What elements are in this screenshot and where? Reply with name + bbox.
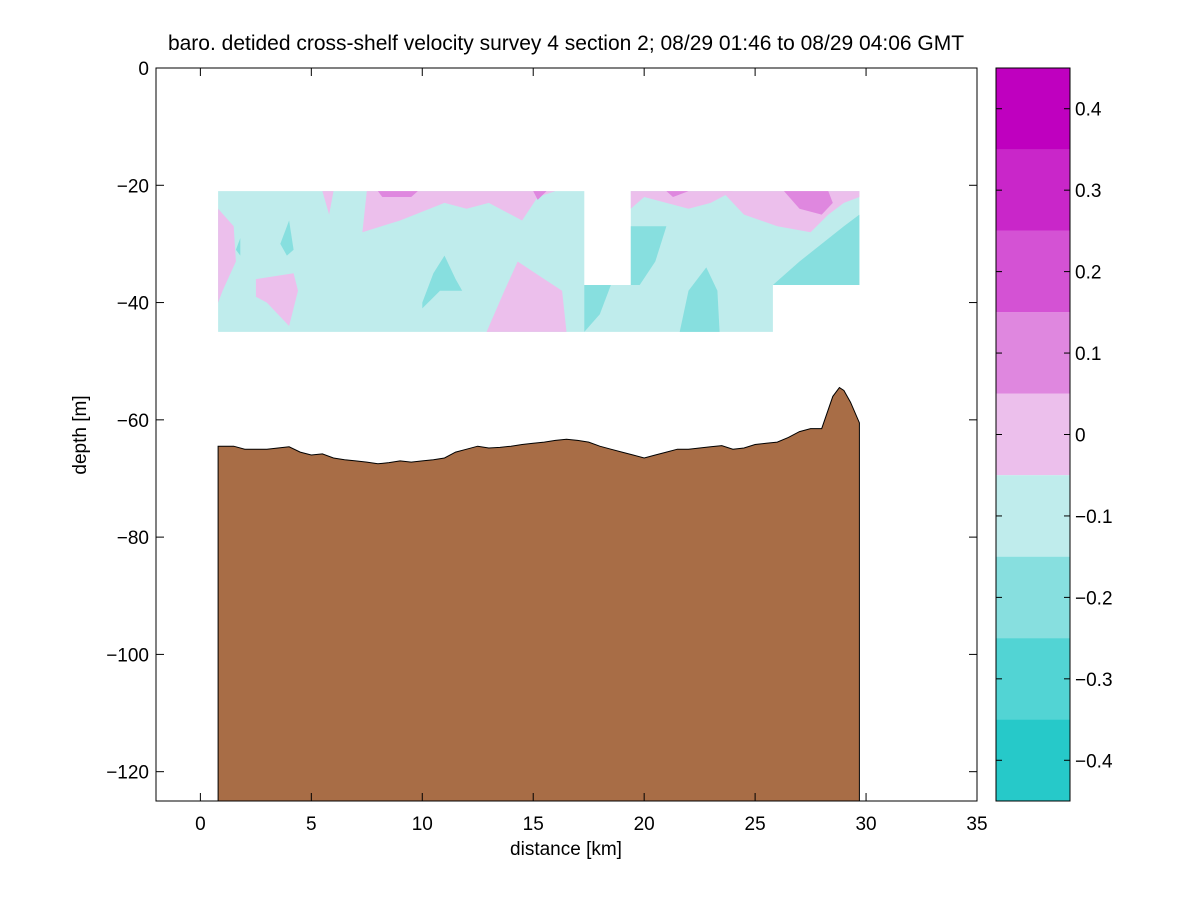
contour-region-6 <box>533 191 547 200</box>
chart-title: baro. detided cross-shelf velocity surve… <box>168 32 964 55</box>
contour-region-10 <box>784 191 833 215</box>
x-tick-label: 25 <box>745 814 766 835</box>
y-tick-label: −40 <box>117 294 149 315</box>
colorbar-tick-label: 0.1 <box>1075 344 1101 365</box>
contour-region-8 <box>630 191 733 209</box>
x-tick-label: 0 <box>195 814 206 835</box>
x-tick-label: 30 <box>855 814 876 835</box>
plot-area <box>155 67 978 802</box>
x-tick-label: 15 <box>523 814 544 835</box>
y-tick-label: −120 <box>106 763 149 784</box>
colorbar-level-7 <box>996 638 1070 720</box>
contour-region-18 <box>235 238 241 256</box>
contour-region-7 <box>486 261 567 332</box>
colorbar-tick-label: 0.2 <box>1075 263 1101 284</box>
colorbar-level-5 <box>996 475 1070 557</box>
colorbar-level-0 <box>996 68 1070 150</box>
x-axis-label: distance [km] <box>510 839 622 860</box>
y-tick-label: −80 <box>117 528 149 549</box>
colorbar-tick-label: −0.1 <box>1075 507 1113 528</box>
contour-region-4 <box>362 191 556 233</box>
contour-region-2 <box>255 273 298 326</box>
y-tick-label: 0 <box>138 59 149 80</box>
y-tick-label: −20 <box>117 176 149 197</box>
contour-region-13 <box>630 226 667 285</box>
colorbar-tick-label: 0.3 <box>1075 181 1101 202</box>
x-tick-label: 5 <box>306 814 317 835</box>
contour-region-5 <box>377 191 418 197</box>
colorbar-tick-label: 0.4 <box>1075 100 1102 121</box>
y-tick-label: −60 <box>117 411 149 432</box>
colorbar-level-3 <box>996 312 1070 394</box>
colorbar-level-4 <box>996 393 1070 476</box>
x-tick-label: 35 <box>966 814 987 835</box>
colorbar-tick-label: −0.3 <box>1075 670 1113 691</box>
y-axis: 0 −20 −40 −60 −80 −100 −120 <box>106 59 977 784</box>
contour-region-17 <box>280 220 294 256</box>
contour-region-14 <box>679 267 720 332</box>
bathymetry-seafloor <box>217 386 860 802</box>
colorbar-level-2 <box>996 230 1070 313</box>
x-tick-label: 10 <box>412 814 433 835</box>
x-axis: 0 5 10 15 20 25 30 35 <box>195 68 988 835</box>
colorbar-level-6 <box>996 556 1070 639</box>
contour-region-12 <box>584 285 611 332</box>
x-tick-label: 20 <box>634 814 655 835</box>
y-axis-label: depth [m] <box>70 395 91 474</box>
colorbar-level-8 <box>996 719 1070 801</box>
contour-region-1 <box>218 208 236 303</box>
colorbar-tick-label: −0.4 <box>1075 751 1113 772</box>
contour-region-3 <box>322 191 334 215</box>
contour-region-11 <box>666 191 689 197</box>
plot-frame <box>155 67 978 802</box>
colorbar-level-1 <box>996 149 1070 231</box>
colorbar: 0.4 0.3 0.2 0.1 0 −0.1 −0.2 −0.3 −0.4 <box>995 67 1113 802</box>
contour-region-16 <box>422 255 463 309</box>
contour-region-15 <box>772 214 860 285</box>
colorbar-tick-label: 0 <box>1075 426 1086 447</box>
y-tick-label: −100 <box>106 645 149 666</box>
colorbar-tick-label: −0.2 <box>1075 588 1113 609</box>
